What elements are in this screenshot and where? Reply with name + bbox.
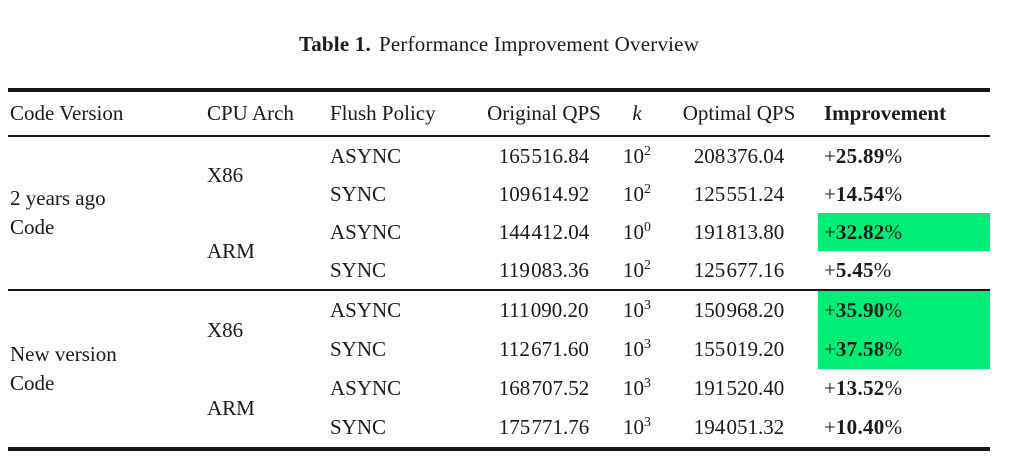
cell-flush-policy: ASYNC (330, 376, 402, 400)
cell-improvement: +13.52% (824, 376, 903, 400)
cell-improvement-highlighted: +32.82% (818, 213, 990, 251)
cell-k: 102 (623, 256, 651, 282)
k-exponent: 2 (644, 142, 651, 158)
cell-optimal-qps: 155 019.20 (693, 337, 785, 361)
column-header-code-version: Code Version (10, 101, 124, 125)
cell-original-qps: 111 090.20 (499, 298, 589, 322)
column-header-flush-policy: Flush Policy (330, 101, 436, 125)
table-row: 2 years ago Code X86 ASYNC 165 516.84 10… (8, 136, 990, 239)
performance-table: Code Version CPU Arch Flush Policy Origi… (8, 92, 990, 447)
cell-original-qps: 109 614.92 (498, 181, 590, 206)
table-caption: Table 1. Performance Improvement Overview (8, 32, 990, 57)
cell-improvement: +25.89% (824, 143, 903, 168)
cell-flush-policy: ASYNC (330, 219, 402, 244)
column-header-k: k (632, 101, 642, 125)
cell-cpu-arch: ARM (207, 238, 255, 263)
cell-original-qps: 175 771.76 (498, 415, 590, 439)
cell-improvement-highlighted: +35.90% (818, 290, 990, 330)
cell-flush-policy: SYNC (330, 181, 387, 206)
cell-improvement: +5.45% (824, 257, 892, 282)
cell-optimal-qps: 125 677.16 (693, 257, 785, 282)
cell-optimal-qps: 125 551.24 (693, 181, 785, 206)
column-header-improvement: Improvement (824, 101, 947, 125)
cell-original-qps: 165 516.84 (498, 143, 590, 168)
section-2-years-ago: 2 years ago Code X86 ASYNC 165 516.84 10… (8, 136, 990, 290)
table-caption-label: Table 1. (298, 32, 371, 56)
table-caption-text: Performance Improvement Overview (378, 32, 700, 56)
k-exponent: 0 (644, 218, 651, 234)
table-header: Code Version CPU Arch Flush Policy Origi… (8, 92, 990, 136)
cell-cpu-arch: ARM (207, 395, 255, 420)
cell-original-qps: 112 671.60 (499, 337, 589, 361)
cell-k: 103 (623, 414, 651, 439)
k-exponent: 2 (644, 180, 651, 196)
table-row: SYNC 109 614.92 102 125 551.24 +14.54% (8, 175, 990, 213)
cell-optimal-qps: 194 051.32 (693, 415, 785, 439)
cell-k: 103 (623, 336, 651, 361)
column-header-original-qps: Original QPS (487, 101, 601, 125)
table-row: SYNC 175 771.76 103 194 051.32 +10.40% (8, 408, 990, 447)
table-row: SYNC 119 083.36 102 125 677.16 +5.45% (8, 251, 990, 290)
cell-improvement: +14.54% (824, 181, 903, 206)
k-exponent: 3 (644, 297, 651, 312)
cell-flush-policy: SYNC (330, 337, 387, 361)
code-version-text: New version Code (10, 341, 117, 395)
cell-flush-policy: ASYNC (330, 298, 402, 322)
cell-cpu-arch: X86 (207, 162, 244, 187)
cell-optimal-qps: 208 376.04 (693, 143, 785, 168)
header-row: Code Version CPU Arch Flush Policy Origi… (8, 92, 990, 136)
section-new-version: New version Code X86 ASYNC 111 090.20 10… (8, 290, 990, 447)
cell-code-version: 2 years ago Code (8, 136, 204, 290)
cell-flush-policy: ASYNC (330, 143, 402, 168)
cell-optimal-qps: 191 520.40 (693, 376, 785, 400)
performance-table-wrapper: Code Version CPU Arch Flush Policy Origi… (8, 88, 990, 451)
table-row: SYNC 112 671.60 103 155 019.20 +37.58% (8, 330, 990, 369)
k-exponent: 3 (644, 336, 651, 351)
column-header-optimal-qps: Optimal QPS (682, 101, 796, 125)
cell-k: 102 (623, 142, 651, 168)
cell-original-qps: 168 707.52 (498, 376, 590, 400)
cell-k: 102 (623, 180, 651, 206)
cell-improvement-highlighted: +37.58% (818, 330, 990, 369)
k-exponent: 3 (644, 414, 651, 429)
cell-cpu-arch: X86 (207, 317, 244, 342)
code-version-text: 2 years ago Code (10, 185, 106, 239)
cell-code-version: New version Code (8, 290, 204, 447)
cell-optimal-qps: 191 813.80 (693, 219, 785, 244)
table-row: ARM ASYNC 168 707.52 103 191 520.40 +13.… (8, 369, 990, 420)
cell-original-qps: 119 083.36 (499, 257, 589, 282)
cell-flush-policy: SYNC (330, 415, 387, 439)
k-exponent: 2 (644, 256, 651, 272)
cell-optimal-qps: 150 968.20 (693, 298, 785, 322)
table-row: New version Code X86 ASYNC 111 090.20 10… (8, 290, 990, 395)
cell-flush-policy: SYNC (330, 257, 387, 282)
cell-k: 103 (623, 297, 651, 322)
cell-k: 100 (623, 218, 651, 244)
cell-original-qps: 144 412.04 (498, 219, 590, 244)
cell-k: 103 (623, 375, 651, 400)
column-header-cpu-arch: CPU Arch (207, 101, 294, 125)
cell-improvement: +10.40% (824, 415, 903, 439)
k-exponent: 3 (644, 375, 651, 390)
table-row: ARM ASYNC 144 412.04 100 191 813.80 +32.… (8, 213, 990, 263)
